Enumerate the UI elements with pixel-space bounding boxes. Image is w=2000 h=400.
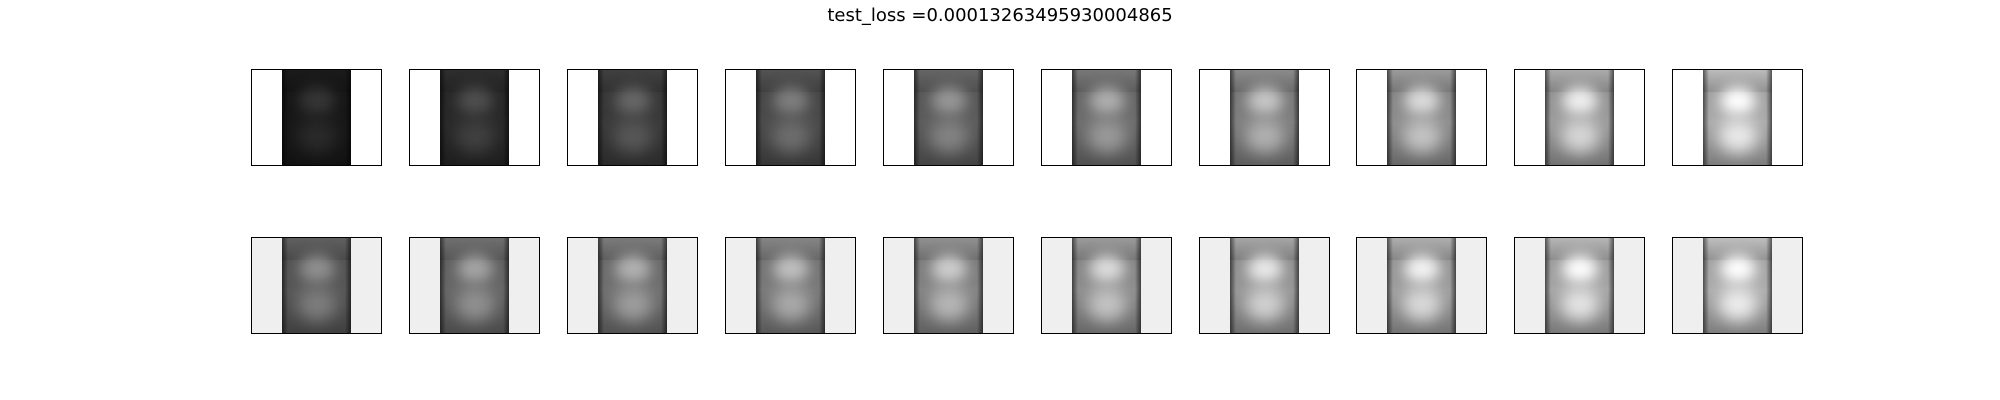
row-1-image-7 <box>1230 70 1299 165</box>
row-1-image-5 <box>914 70 983 165</box>
row-1-panel-4 <box>725 69 856 166</box>
row-1-panel-2 <box>409 69 540 166</box>
row-1-panel-3 <box>567 69 698 166</box>
row-2-panel-1 <box>251 237 382 334</box>
row-2-image-4 <box>756 238 825 333</box>
row-1-image-10 <box>1703 70 1772 165</box>
row-1-image-9 <box>1545 70 1614 165</box>
row-2-image-1 <box>282 238 351 333</box>
row-1-image-8 <box>1387 70 1456 165</box>
row-2-panel-10 <box>1672 237 1803 334</box>
row-2-image-7 <box>1230 238 1299 333</box>
row-2-panel-5 <box>883 237 1014 334</box>
row-2-panel-6 <box>1041 237 1172 334</box>
row-1-image-2 <box>440 70 509 165</box>
row-1-image-4 <box>756 70 825 165</box>
row-2-image-6 <box>1072 238 1141 333</box>
figure-title: test_loss =0.00013263495930004865 <box>827 5 1173 26</box>
row-1-panel-7 <box>1199 69 1330 166</box>
row-1-panel-9 <box>1514 69 1645 166</box>
row-2-image-8 <box>1387 238 1456 333</box>
row-2-image-5 <box>914 238 983 333</box>
row-1-panel-6 <box>1041 69 1172 166</box>
row-1-panel-1 <box>251 69 382 166</box>
row-2-panel-7 <box>1199 237 1330 334</box>
row-2-image-9 <box>1545 238 1614 333</box>
row-2-panel-2 <box>409 237 540 334</box>
row-1-image-3 <box>598 70 667 165</box>
row-2-panel-3 <box>567 237 698 334</box>
row-1-image-1 <box>282 70 351 165</box>
row-2-image-3 <box>598 238 667 333</box>
row-2-panel-8 <box>1356 237 1487 334</box>
row-2-panel-9 <box>1514 237 1645 334</box>
row-2-panel-4 <box>725 237 856 334</box>
row-1-panel-10 <box>1672 69 1803 166</box>
row-1-panel-5 <box>883 69 1014 166</box>
row-2-image-10 <box>1703 238 1772 333</box>
row-2-image-2 <box>440 238 509 333</box>
row-1-image-6 <box>1072 70 1141 165</box>
row-1-panel-8 <box>1356 69 1487 166</box>
